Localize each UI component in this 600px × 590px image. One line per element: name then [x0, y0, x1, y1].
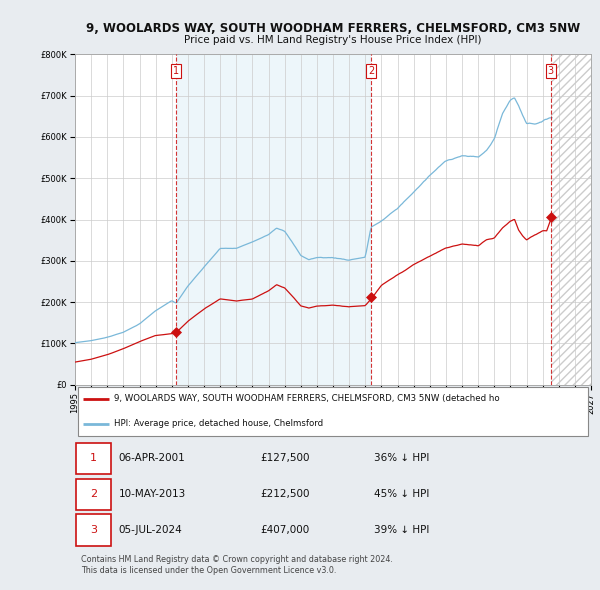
Text: 9, WOOLARDS WAY, SOUTH WOODHAM FERRERS, CHELMSFORD, CM3 5NW (detached ho: 9, WOOLARDS WAY, SOUTH WOODHAM FERRERS, …: [114, 394, 499, 403]
Text: Price paid vs. HM Land Registry's House Price Index (HPI): Price paid vs. HM Land Registry's House …: [184, 35, 482, 45]
Text: £212,500: £212,500: [261, 489, 310, 499]
Text: 10-MAY-2013: 10-MAY-2013: [119, 489, 186, 499]
FancyBboxPatch shape: [76, 442, 111, 474]
FancyBboxPatch shape: [76, 514, 111, 546]
FancyBboxPatch shape: [76, 478, 111, 510]
Text: £127,500: £127,500: [261, 453, 310, 463]
Text: 2: 2: [90, 489, 97, 499]
Text: 3: 3: [90, 525, 97, 535]
Text: 36% ↓ HPI: 36% ↓ HPI: [374, 453, 430, 463]
Text: 1: 1: [90, 453, 97, 463]
Text: 3: 3: [548, 66, 554, 76]
Text: HPI: Average price, detached house, Chelmsford: HPI: Average price, detached house, Chel…: [114, 419, 323, 428]
Bar: [551, 54, 591, 385]
Bar: [551, 54, 591, 385]
Text: 05-JUL-2024: 05-JUL-2024: [119, 525, 182, 535]
Text: 9, WOOLARDS WAY, SOUTH WOODHAM FERRERS, CHELMSFORD, CM3 5NW: 9, WOOLARDS WAY, SOUTH WOODHAM FERRERS, …: [86, 22, 580, 35]
Text: 06-APR-2001: 06-APR-2001: [119, 453, 185, 463]
Text: 1: 1: [173, 66, 179, 76]
Text: 39% ↓ HPI: 39% ↓ HPI: [374, 525, 430, 535]
Text: £407,000: £407,000: [261, 525, 310, 535]
FancyBboxPatch shape: [77, 387, 589, 436]
Text: Contains HM Land Registry data © Crown copyright and database right 2024.
This d: Contains HM Land Registry data © Crown c…: [81, 555, 393, 575]
Text: 2: 2: [368, 66, 374, 76]
Text: 45% ↓ HPI: 45% ↓ HPI: [374, 489, 430, 499]
